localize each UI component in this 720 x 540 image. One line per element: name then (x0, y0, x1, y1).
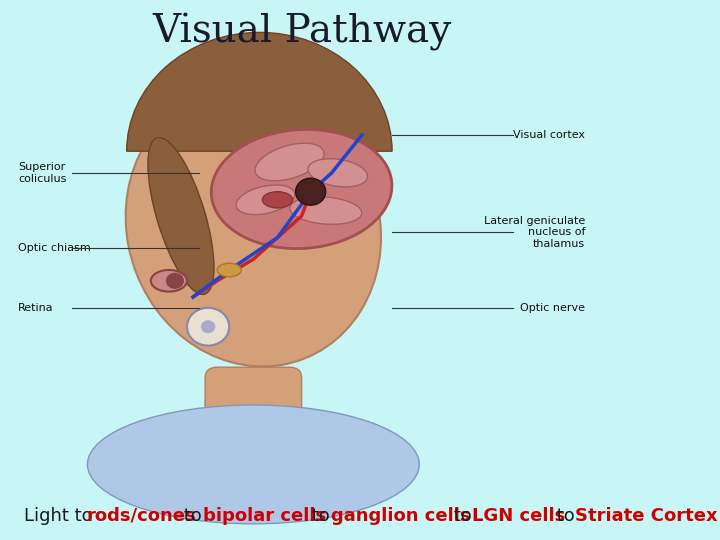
Ellipse shape (217, 263, 241, 276)
Text: Visual cortex: Visual cortex (513, 130, 585, 140)
Circle shape (166, 273, 184, 289)
Ellipse shape (255, 143, 324, 181)
Text: bipolar cells: bipolar cells (203, 507, 326, 525)
FancyBboxPatch shape (205, 367, 302, 454)
Circle shape (201, 320, 215, 333)
Text: Lateral geniculate
nucleus of
thalamus: Lateral geniculate nucleus of thalamus (484, 215, 585, 249)
Text: Optic chiasm: Optic chiasm (18, 244, 91, 253)
Text: LGN cells: LGN cells (472, 507, 566, 525)
Text: to: to (179, 507, 208, 525)
Text: ganglion cells: ganglion cells (331, 507, 470, 525)
Ellipse shape (148, 138, 214, 294)
Circle shape (187, 308, 229, 346)
Text: Striate Cortex: Striate Cortex (575, 507, 718, 525)
Text: Visual Pathway: Visual Pathway (152, 14, 451, 51)
Ellipse shape (87, 405, 419, 524)
Circle shape (296, 178, 325, 205)
Text: Superior
coliculus: Superior coliculus (18, 162, 66, 184)
Ellipse shape (150, 270, 187, 292)
Wedge shape (127, 32, 392, 151)
Ellipse shape (236, 185, 294, 214)
Text: rods/cones: rods/cones (86, 507, 196, 525)
Text: to: to (551, 507, 580, 525)
Ellipse shape (262, 192, 292, 208)
Text: to: to (306, 507, 336, 525)
Text: Optic nerve: Optic nerve (520, 303, 585, 313)
Ellipse shape (211, 130, 392, 248)
Ellipse shape (289, 197, 362, 224)
Text: Light to: Light to (24, 507, 99, 525)
Ellipse shape (308, 159, 368, 187)
Ellipse shape (126, 87, 381, 367)
Text: Retina: Retina (18, 303, 54, 313)
Text: to: to (448, 507, 477, 525)
